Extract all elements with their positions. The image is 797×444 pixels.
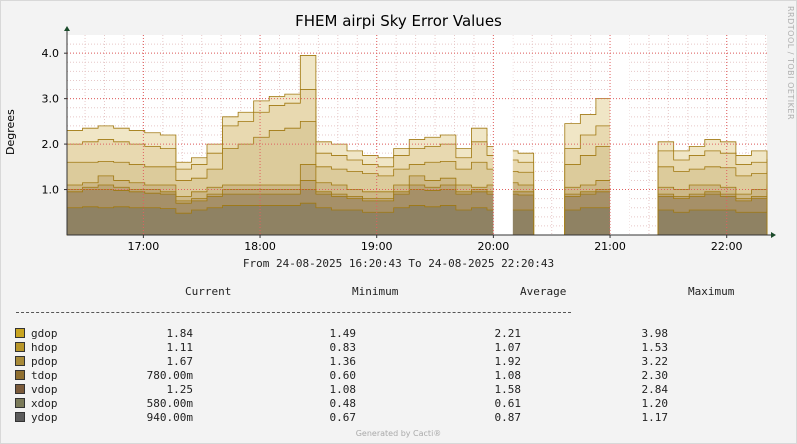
legend-current-pdop: 1.67	[166, 355, 194, 368]
legend-maximum-gdop: 3.98	[641, 327, 669, 340]
time-range: From 24-08-2025 16:20:43 To 24-08-2025 2…	[242, 257, 555, 270]
legend-swatch-tdop	[15, 370, 25, 380]
legend-name-xdop: xdop	[31, 397, 58, 410]
legend-swatch-ydop	[15, 412, 25, 422]
legend-header-average: Average	[520, 285, 567, 298]
legend-minimum-pdop: 1.36	[329, 355, 357, 368]
legend-header-minimum: Minimum	[352, 285, 399, 298]
legend-average-tdop: 1.08	[494, 369, 522, 382]
legend-average-gdop: 2.21	[494, 327, 522, 340]
x-tick-label: 21:00	[594, 240, 626, 250]
legend-maximum-hdop: 1.53	[641, 341, 669, 354]
legend-maximum-vdop: 2.84	[641, 383, 669, 396]
legend-header-maximum: Maximum	[688, 285, 735, 298]
legend-average-pdop: 1.92	[494, 355, 522, 368]
x-axis-arrow	[771, 232, 776, 238]
legend-maximum-tdop: 2.30	[641, 369, 669, 382]
legend-current-hdop: 1.11	[166, 341, 194, 354]
legend-maximum-ydop: 1.17	[641, 411, 669, 424]
legend-swatch-pdop	[15, 356, 25, 366]
x-tick-label: 19:00	[361, 240, 393, 250]
x-tick-label: 18:00	[244, 240, 276, 250]
legend-current-xdop: 580.00m	[146, 397, 193, 410]
legend-average-ydop: 0.87	[494, 411, 522, 424]
legend-minimum-vdop: 1.08	[329, 383, 357, 396]
legend-current-ydop: 940.00m	[146, 411, 193, 424]
footer: Generated by Cacti®	[355, 429, 442, 438]
area-ydop	[657, 208, 768, 236]
legend-current-vdop: 1.25	[166, 383, 194, 396]
x-tick-label: 22:00	[711, 240, 743, 250]
legend-swatch-hdop	[15, 342, 25, 352]
y-tick-label: 3.0	[42, 93, 60, 106]
data-gap	[493, 35, 513, 235]
legend-current-gdop: 1.84	[166, 327, 194, 340]
legend-minimum-gdop: 1.49	[329, 327, 357, 340]
legend-swatch-vdop	[15, 384, 25, 394]
legend-maximum-pdop: 3.22	[641, 355, 669, 368]
legend-average-xdop: 0.61	[494, 397, 522, 410]
legend-name-vdop: vdop	[31, 383, 58, 396]
legend-name-pdop: pdop	[31, 355, 58, 368]
legend-swatch-gdop	[15, 328, 25, 338]
legend-name-gdop: gdop	[31, 327, 58, 340]
legend-swatch-xdop	[15, 398, 25, 408]
rrdtool-credit: RRDTOOL / TOBI OETIKER	[786, 6, 795, 121]
legend-minimum-xdop: 0.48	[329, 397, 357, 410]
chart-area: 17:00 18:00 19:00 20:00 21:00 22:00 1.0 2.0 3.0 4…	[42, 26, 776, 250]
data-gap	[610, 35, 630, 235]
legend-maximum-xdop: 1.20	[641, 397, 669, 410]
legend-header-current: Current	[185, 285, 232, 298]
y-tick-label: 1.0	[42, 184, 60, 197]
y-tick-label: 2.0	[42, 138, 60, 151]
legend-minimum-tdop: 0.60	[329, 369, 357, 382]
x-tick-label: 17:00	[128, 240, 160, 250]
y-axis-arrow	[64, 26, 70, 31]
legend-average-hdop: 1.07	[494, 341, 522, 354]
legend-name-ydop: ydop	[31, 411, 58, 424]
legend-minimum-hdop: 0.83	[329, 341, 357, 354]
y-tick-label: 4.0	[42, 47, 60, 60]
legend-average-vdop: 1.58	[494, 383, 522, 396]
legend-name-hdop: hdop	[31, 341, 58, 354]
x-tick-label: 20:00	[478, 240, 510, 250]
chart-title: FHEM airpi Sky Error Values	[295, 12, 502, 30]
legend-divider	[16, 312, 571, 313]
legend-name-tdop: tdop	[31, 369, 58, 382]
legend-current-tdop: 780.00m	[146, 369, 193, 382]
area-ydop	[66, 202, 535, 236]
legend-minimum-ydop: 0.67	[329, 411, 357, 424]
